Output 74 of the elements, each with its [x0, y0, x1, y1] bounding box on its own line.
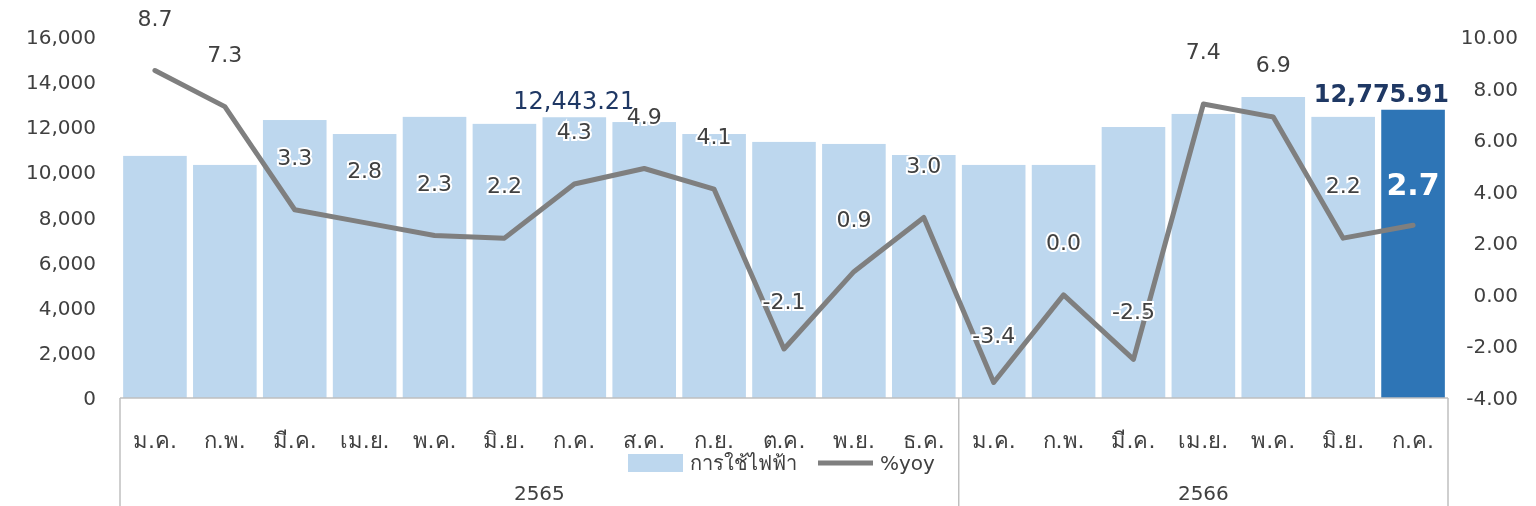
data-label: 0.9 — [836, 206, 872, 232]
y2-tick-label: 8.00 — [1473, 76, 1518, 101]
bar — [123, 155, 187, 398]
y2-tick-label: 0.00 — [1473, 282, 1518, 307]
y-tick-label: 8,000 — [38, 205, 96, 230]
data-label: 2.2 — [486, 173, 522, 199]
data-label: 2.3 — [417, 170, 453, 196]
text: 2566 — [1177, 481, 1229, 505]
x-tick-label: พ.ค. — [412, 428, 457, 453]
bar — [1031, 164, 1096, 398]
bar — [961, 164, 1026, 398]
y2-tick-label: 4.00 — [1473, 179, 1518, 204]
x-tick-label: พ.ค. — [1251, 428, 1296, 453]
bar — [612, 122, 677, 398]
bar — [1171, 113, 1236, 398]
x-tick-label: ก.พ. — [203, 428, 246, 453]
bar — [1241, 97, 1306, 398]
bar — [1311, 116, 1375, 398]
y2-tick-label: 6.00 — [1473, 128, 1518, 153]
bar — [262, 120, 327, 398]
bar — [1381, 109, 1445, 398]
y-tick-label: 6,000 — [38, 250, 96, 275]
bar — [542, 117, 607, 398]
x-tick-label: มิ.ย. — [483, 428, 526, 453]
y-tick-label: 16,000 — [26, 25, 96, 49]
x-tick-label: ต.ค. — [762, 428, 806, 453]
data-label: 0.0 — [1046, 229, 1082, 255]
data-label: 3.3 — [277, 144, 313, 170]
x-tick-label: ม.ค. — [971, 428, 1016, 453]
bar — [193, 164, 257, 398]
data-label: 3.0 — [906, 152, 942, 178]
x-tick-label: ก.ค. — [553, 428, 596, 453]
y-tick-label: 2,000 — [38, 340, 96, 365]
data-label: 2.7 — [1386, 167, 1440, 203]
data-label: 7.3 — [207, 41, 243, 67]
data-label: 4.3 — [556, 118, 592, 144]
y2-tick-label: 2.00 — [1473, 231, 1518, 256]
y2-tick-label: -4.00 — [1466, 386, 1518, 410]
bar — [402, 116, 467, 398]
bar — [752, 141, 816, 398]
text: 2565 — [513, 481, 565, 505]
bar — [1101, 127, 1166, 398]
data-label: 8.7 — [137, 5, 173, 31]
legend-label: การใช้ไฟฟ้า — [690, 451, 797, 475]
x-tick-label: ก.ย. — [694, 428, 735, 453]
y-tick-label: 14,000 — [26, 70, 96, 95]
x-tick-label: มี.ค. — [1111, 428, 1156, 453]
data-label: 2.8 — [347, 157, 383, 183]
x-tick-label: มี.ค. — [272, 428, 317, 453]
x-tick-label: ส.ค. — [623, 428, 666, 453]
x-tick-label: ก.ค. — [1392, 428, 1435, 453]
data-label: 6.9 — [1255, 51, 1291, 77]
x-tick-label: ธ.ค. — [902, 428, 945, 453]
data-label: 7.4 — [1185, 39, 1221, 65]
data-label: 2.2 — [1325, 173, 1361, 199]
x-tick-label: ก.พ. — [1042, 428, 1085, 453]
y-tick-label: 0 — [83, 386, 96, 410]
x-tick-label: ม.ค. — [132, 428, 177, 453]
legend-label: %yoy — [880, 451, 936, 475]
data-label: 12,775.91 — [1313, 79, 1449, 108]
data-label: 4.1 — [696, 124, 732, 150]
y2-tick-label: 10.00 — [1460, 25, 1518, 49]
x-tick-label: เม.ย. — [339, 428, 390, 453]
bar — [891, 155, 956, 398]
y2-tick-label: -2.00 — [1466, 334, 1518, 359]
y-tick-label: 12,000 — [26, 115, 96, 140]
bar — [332, 134, 397, 398]
y-tick-label: 10,000 — [26, 160, 96, 185]
x-tick-label: เม.ย. — [1178, 428, 1229, 453]
y-tick-label: 4,000 — [38, 295, 96, 320]
x-tick-label: มิ.ย. — [1322, 428, 1365, 453]
bar — [822, 143, 886, 398]
bar — [472, 123, 537, 398]
x-tick-label: พ.ย. — [832, 428, 875, 453]
